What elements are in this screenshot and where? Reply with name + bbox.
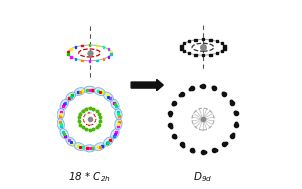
Bar <box>194 53 197 56</box>
Bar <box>194 39 197 41</box>
Bar <box>70 56 72 58</box>
Bar <box>96 45 98 46</box>
Ellipse shape <box>94 143 105 150</box>
Bar <box>75 46 76 48</box>
Bar <box>209 53 211 56</box>
Ellipse shape <box>104 92 113 101</box>
Bar <box>103 58 104 60</box>
Ellipse shape <box>111 99 119 110</box>
Ellipse shape <box>74 88 85 95</box>
Bar <box>110 53 112 55</box>
Bar <box>221 50 223 52</box>
Bar <box>223 45 226 47</box>
Bar <box>89 60 90 62</box>
Bar <box>180 45 183 47</box>
Bar <box>216 40 218 42</box>
Bar <box>188 52 190 54</box>
Ellipse shape <box>104 137 113 146</box>
Bar <box>81 60 83 61</box>
Bar <box>183 50 185 52</box>
Bar <box>223 47 226 50</box>
Ellipse shape <box>60 99 69 110</box>
Bar <box>89 44 90 46</box>
Text: 18 * C$_{\mathregular{2h}}$: 18 * C$_{\mathregular{2h}}$ <box>68 170 111 184</box>
Bar <box>108 48 109 50</box>
Bar <box>108 56 109 58</box>
Bar <box>75 58 76 60</box>
Text: D$_{\mathregular{9d}}$: D$_{\mathregular{9d}}$ <box>193 170 213 184</box>
Bar <box>67 53 69 55</box>
Ellipse shape <box>57 108 64 120</box>
Bar <box>110 51 112 52</box>
Bar <box>180 47 183 50</box>
Ellipse shape <box>111 129 119 139</box>
Ellipse shape <box>94 88 105 95</box>
Ellipse shape <box>57 119 64 130</box>
Bar <box>221 42 223 44</box>
Bar <box>96 60 98 61</box>
Bar <box>216 52 218 54</box>
Bar <box>81 45 83 46</box>
Bar <box>103 46 104 48</box>
Ellipse shape <box>74 143 85 150</box>
Bar <box>70 48 72 50</box>
Ellipse shape <box>115 108 122 120</box>
Bar <box>67 51 69 52</box>
Ellipse shape <box>66 137 76 146</box>
Ellipse shape <box>115 119 122 130</box>
Bar <box>183 42 185 44</box>
Ellipse shape <box>84 86 95 93</box>
Ellipse shape <box>60 129 69 139</box>
Ellipse shape <box>84 145 95 152</box>
Polygon shape <box>131 79 163 91</box>
Bar <box>202 54 204 56</box>
Bar <box>202 38 204 40</box>
Ellipse shape <box>66 92 76 101</box>
Bar <box>188 40 190 42</box>
Bar <box>209 39 211 41</box>
